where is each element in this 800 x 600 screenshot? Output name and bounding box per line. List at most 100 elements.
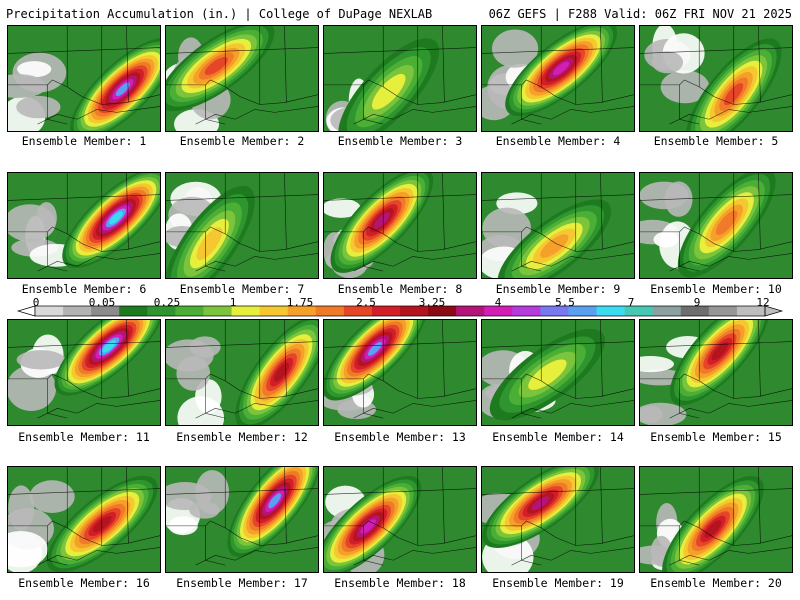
precip-contour-shape [109, 211, 123, 225]
ensemble-member-caption: Ensemble Member: 19 [492, 576, 624, 590]
state-border-line [284, 173, 287, 250]
colorbar-swatch [652, 306, 682, 316]
precip-contour-shape [540, 234, 569, 258]
precip-contour-shape [711, 342, 729, 361]
state-border-line [669, 400, 792, 419]
state-border-line [442, 467, 445, 544]
state-border-line [324, 47, 476, 54]
state-border-line [126, 173, 129, 250]
state-border-line [482, 79, 634, 105]
dry-area-shape [8, 204, 56, 242]
ensemble-member-caption: Ensemble Member: 13 [334, 430, 466, 444]
ensemble-map-panel [639, 319, 793, 426]
colorbar-swatch [371, 306, 401, 316]
state-border-line [37, 253, 160, 272]
precip-contour-shape [93, 516, 112, 533]
state-border-line [640, 79, 792, 105]
colorbar-swatch [736, 306, 766, 316]
precip-contour-shape [196, 227, 223, 261]
ensemble-member-caption: Ensemble Member: 10 [650, 282, 782, 296]
precipitation-field-map [8, 173, 160, 278]
state-border-line [166, 488, 318, 495]
state-border-line [166, 520, 318, 546]
state-border-line [8, 47, 160, 54]
ensemble-member-caption: Ensemble Member: 15 [650, 430, 782, 444]
dry-area-shape [16, 350, 66, 370]
precip-contour-shape [704, 520, 722, 538]
precip-contour-shape [371, 73, 406, 110]
state-border-line [8, 226, 160, 252]
state-border-line [511, 253, 634, 272]
ensemble-map-panel [639, 466, 793, 573]
ensemble-member-caption: Ensemble Member: 14 [492, 430, 624, 444]
colorbar-swatch [147, 306, 176, 316]
colorbar-swatch [708, 306, 738, 316]
state-border-line [758, 173, 761, 250]
colorbar-tick-label: 9 [693, 296, 701, 309]
dry-area-shape [29, 480, 75, 514]
precipitation-field-map [640, 320, 792, 425]
state-border-line [126, 467, 129, 544]
state-border-line [640, 47, 792, 54]
ensemble-map-panel [323, 172, 477, 279]
state-border-line [640, 226, 792, 252]
ensemble-member-caption: Ensemble Member: 1 [21, 134, 147, 148]
state-border-line [324, 79, 476, 105]
state-border-line [284, 26, 287, 103]
state-border-line [166, 341, 318, 348]
precipitation-field-map [640, 173, 792, 278]
ensemble-map-panel [323, 25, 477, 132]
ensemble-map-panel [481, 25, 635, 132]
dry-area-shape [189, 501, 220, 519]
colorbar-swatch [315, 306, 345, 316]
dry-area-shape [640, 355, 675, 373]
state-border-line [166, 47, 318, 54]
precipitation-field-map [324, 26, 476, 131]
state-border-line [8, 488, 160, 495]
dry-area-shape [16, 95, 61, 119]
precipitation-field-map [482, 173, 634, 278]
ensemble-member-caption: Ensemble Member: 17 [176, 576, 308, 590]
state-border-line [166, 79, 318, 105]
state-border-line [640, 194, 792, 201]
dry-area-shape [660, 70, 710, 104]
dry-area-shape [492, 29, 539, 68]
state-border-line [324, 520, 476, 546]
colorbar-swatch [231, 306, 261, 316]
precipitation-field-map [166, 26, 318, 131]
state-border-line [37, 400, 160, 419]
state-border-line [353, 106, 476, 125]
state-border-line [758, 26, 761, 103]
precipitation-field-map [324, 173, 476, 278]
colorbar-swatch [259, 306, 289, 316]
state-border-line [482, 373, 634, 399]
state-border-line [669, 547, 792, 566]
colorbar-swatch [119, 306, 148, 316]
state-border-line [126, 320, 129, 397]
colorbar-tick-label: 5.5 [555, 296, 575, 309]
precipitation-field-map [166, 467, 318, 572]
state-border-line [284, 467, 287, 544]
dry-area-shape [177, 396, 225, 425]
state-border-line [511, 400, 634, 419]
state-border-line [8, 373, 160, 399]
colorbar-tick-label: 1.75 [286, 296, 314, 309]
map-title: Precipitation Accumulation (in.) | Colle… [6, 7, 433, 21]
state-border-line [8, 79, 160, 105]
precipitation-field-map [324, 320, 476, 425]
precip-contour-shape [715, 210, 738, 235]
state-border-line [8, 194, 160, 201]
colorbar-swatch [203, 306, 233, 316]
ensemble-member-caption: Ensemble Member: 6 [21, 282, 147, 296]
ensemble-member-caption: Ensemble Member: 12 [176, 430, 308, 444]
colorbar-tick-label: 7 [627, 296, 635, 309]
colorbar-swatch [343, 306, 373, 316]
state-border-line [482, 488, 634, 495]
state-border-line [600, 26, 603, 103]
colorbar-swatch [624, 306, 654, 316]
state-border-line [511, 106, 634, 125]
state-border-line [324, 341, 476, 348]
state-border-line [758, 320, 761, 397]
state-border-line [511, 547, 634, 566]
state-border-line [600, 467, 603, 544]
